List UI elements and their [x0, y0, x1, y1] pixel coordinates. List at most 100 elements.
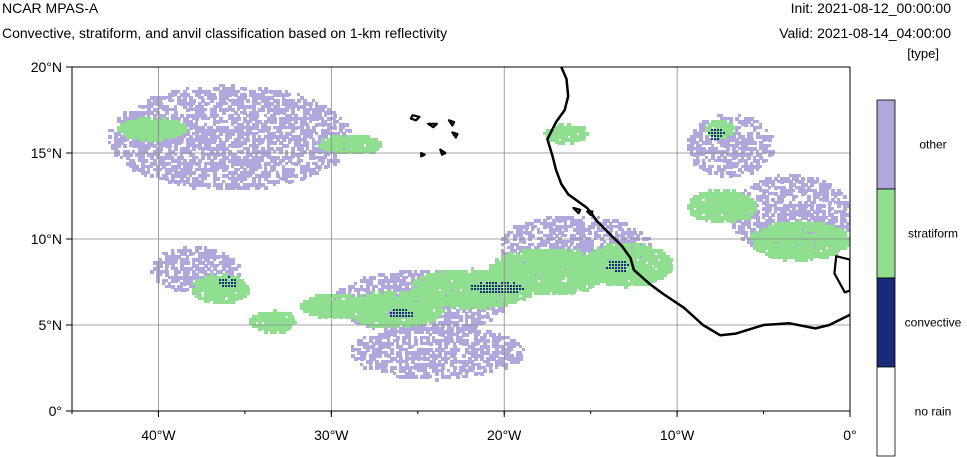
precip-cell-other	[588, 249, 591, 252]
precip-cell-other	[189, 282, 193, 286]
precip-cell-other	[822, 180, 825, 183]
precip-cell-other	[231, 156, 235, 160]
precip-cell-other	[813, 219, 817, 223]
precip-cell-other	[213, 141, 216, 144]
precip-cell-other	[264, 123, 267, 126]
precip-cell-other	[171, 159, 175, 163]
precip-cell-other	[213, 255, 217, 259]
precip-cell-other	[324, 120, 327, 123]
precip-cell-other	[195, 111, 198, 114]
precip-cell-other	[198, 267, 201, 270]
precip-cell-other	[204, 258, 207, 261]
precip-cell-other	[759, 186, 762, 189]
precip-cell-other	[594, 234, 597, 237]
precip-cell-other	[174, 153, 177, 156]
precip-cell-other	[147, 168, 150, 171]
precip-cell-other	[597, 234, 600, 237]
precip-cell-other	[315, 165, 319, 169]
precip-cell-other	[396, 285, 400, 289]
precip-cell-other	[555, 228, 559, 232]
precip-cell-other	[786, 177, 790, 181]
precip-cell-other	[285, 150, 288, 153]
precip-cell-other	[255, 156, 258, 159]
precip-cell-other	[135, 153, 139, 157]
precip-cell-other	[825, 186, 829, 190]
precip-cell-other	[216, 183, 220, 187]
precip-cell-other	[150, 165, 153, 168]
precip-cell-other	[198, 168, 201, 171]
precip-cell-other	[261, 126, 264, 129]
precip-cell-other	[384, 279, 388, 283]
precip-cell-other	[201, 108, 205, 112]
precip-cell-other	[501, 249, 504, 252]
precip-cell-other	[774, 186, 778, 190]
precip-cell-other	[243, 87, 247, 91]
precip-cell-other	[366, 324, 370, 328]
precip-cell-other	[198, 138, 202, 142]
precip-cell-other	[285, 117, 289, 121]
precip-cell-other	[195, 258, 199, 262]
precip-cell-other	[210, 264, 213, 267]
precip-cell-other	[621, 228, 624, 231]
precip-cell-other	[219, 126, 223, 130]
precip-cell-other	[198, 135, 201, 138]
precip-cell-other	[441, 270, 444, 273]
precip-cell-other	[225, 264, 228, 267]
precip-cell-other	[222, 150, 226, 154]
precip-cell-other	[297, 93, 300, 96]
precip-cell-other	[594, 237, 597, 240]
precip-cell-other	[636, 234, 640, 238]
precip-cell-other	[357, 291, 360, 294]
precip-cell-other	[486, 306, 490, 310]
precip-cell-other	[753, 183, 757, 187]
precip-cell-other	[180, 252, 184, 256]
precip-cell-other	[279, 129, 282, 132]
precip-cell-other	[417, 327, 421, 331]
precip-cell-other	[528, 243, 531, 246]
precip-cell-other	[297, 141, 300, 144]
precip-cell-other	[303, 120, 307, 124]
precip-cell-other	[207, 147, 211, 151]
precip-cell-other	[204, 255, 207, 258]
precip-cell-other	[135, 144, 139, 148]
precip-cell-other	[492, 306, 495, 309]
precip-cell-other	[789, 192, 792, 195]
precip-cell-other	[213, 138, 217, 142]
precip-cell-other	[588, 228, 591, 231]
precip-cell-other	[171, 255, 174, 258]
precip-cell-other	[783, 177, 786, 180]
precip-cell-other	[807, 180, 810, 183]
precip-cell-other	[246, 123, 250, 127]
precip-cell-other	[444, 318, 447, 321]
precip-cell-other	[180, 141, 183, 144]
precip-cell-other	[579, 228, 583, 232]
precip-cell-other	[294, 162, 298, 166]
precip-cell-other	[348, 288, 352, 292]
precip-cell-other	[123, 120, 127, 124]
precip-cell-other	[300, 159, 303, 162]
precip-cell-other	[174, 273, 178, 277]
precip-cell-other	[180, 102, 184, 106]
precip-cell-other	[243, 168, 247, 172]
precip-cell-other	[375, 285, 378, 288]
precip-cell-other	[399, 288, 403, 292]
precip-cell-other	[255, 102, 258, 105]
precip-cell-other	[591, 216, 594, 219]
precip-cell-other	[300, 144, 303, 147]
precip-cell-other	[501, 243, 504, 246]
precip-cell-other	[222, 102, 225, 105]
precip-cell-other	[186, 150, 189, 153]
precip-cell-other	[834, 225, 837, 228]
precip-cell-other	[231, 177, 234, 180]
precip-cell-other	[831, 219, 835, 223]
precip-cell-other	[270, 135, 274, 139]
precip-cell-other	[540, 222, 543, 225]
precip-cell-other	[390, 309, 393, 312]
precip-cell-other	[435, 270, 438, 273]
precip-cell-other	[324, 156, 327, 159]
precip-cell-other	[231, 261, 235, 265]
precip-cell-other	[222, 258, 225, 261]
precip-cell-other	[528, 246, 531, 249]
precip-cell-other	[186, 255, 189, 258]
precip-cell-other	[750, 231, 754, 235]
